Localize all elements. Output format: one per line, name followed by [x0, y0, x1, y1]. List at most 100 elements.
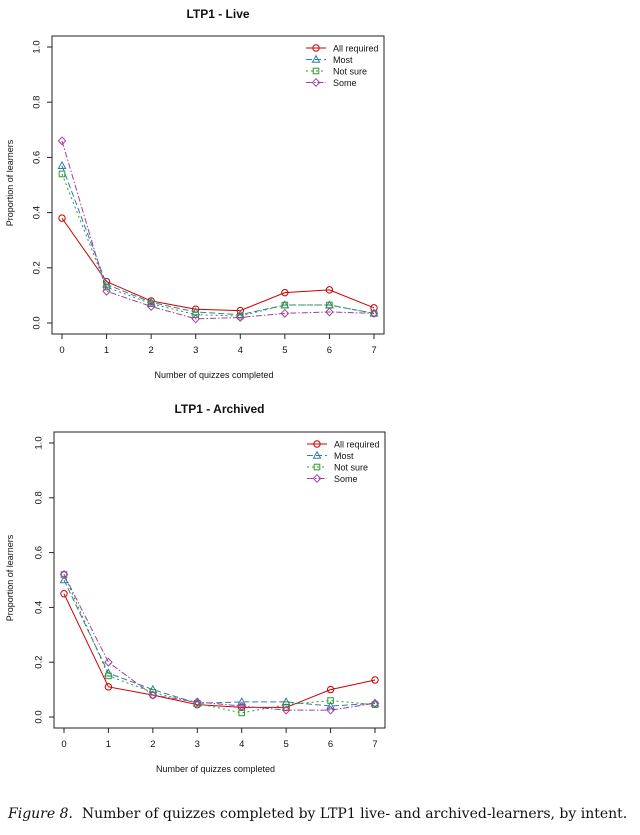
data-point — [325, 307, 334, 317]
data-point — [326, 705, 335, 715]
figure-caption: Figure 8. Number of quizzes completed by… — [8, 806, 628, 822]
caption-text: Number of quizzes completed by LTP1 live… — [81, 806, 628, 822]
legend-label: Some — [333, 78, 357, 88]
series-all-required — [58, 214, 378, 315]
x-tick-label: 1 — [106, 739, 111, 750]
y-axis-label: Proportion of learners — [5, 139, 15, 226]
x-tick-label: 6 — [328, 739, 333, 750]
y-tick-label: 0.0 — [34, 710, 45, 723]
data-point — [280, 308, 290, 318]
data-point — [148, 690, 158, 700]
data-point — [105, 672, 112, 680]
legend-label: All required — [333, 44, 379, 54]
data-point — [104, 683, 113, 691]
data-point — [370, 698, 380, 708]
data-point — [58, 214, 66, 222]
legend-marker — [311, 54, 321, 63]
series-not-sure — [58, 170, 378, 320]
series-line — [63, 593, 376, 708]
series-line — [63, 574, 376, 714]
data-point — [104, 657, 113, 667]
y-tick-label: 0.6 — [32, 151, 43, 164]
data-point — [60, 571, 68, 578]
x-tick-label: 6 — [327, 345, 332, 356]
x-tick-label: 0 — [61, 739, 66, 750]
data-point — [326, 701, 336, 710]
x-tick-label: 2 — [150, 739, 155, 750]
data-point — [57, 136, 67, 146]
x-tick-label: 1 — [104, 345, 109, 356]
y-tick-label: 0.6 — [34, 546, 45, 559]
y-tick-label: 0.2 — [32, 261, 43, 274]
legend-marker — [312, 44, 320, 52]
y-tick-label: 0.8 — [32, 96, 43, 109]
legend-marker — [313, 440, 321, 448]
data-point — [59, 569, 69, 580]
chart-0: LTP1 - Live 0 1 2 3 4 5 6 7 0.0 0.2 0.4 0.6 0.8 1.0 Num… — [5, 7, 385, 380]
x-tick-label: 5 — [283, 739, 288, 750]
data-point — [237, 701, 247, 711]
x-tick-label: 7 — [372, 739, 377, 750]
y-tick-label: 0.2 — [34, 656, 45, 669]
legend-label: Most — [334, 451, 354, 461]
y-tick-label: 0.8 — [34, 491, 45, 504]
x-tick-label: 7 — [371, 345, 376, 356]
series-line — [61, 173, 375, 317]
data-point — [191, 314, 201, 324]
series-line — [61, 140, 375, 320]
legend-label: Not sure — [333, 67, 367, 77]
data-point — [57, 160, 67, 169]
y-tick-label: 0.4 — [34, 601, 45, 614]
x-tick-label: 4 — [239, 739, 244, 750]
data-point — [281, 301, 289, 309]
series-line — [63, 579, 376, 707]
x-axis-label: Number of quizzes completed — [154, 370, 273, 380]
y-tick-label: 0.0 — [32, 316, 43, 329]
legend-marker — [312, 67, 320, 75]
figure: LTP1 - Live 0 1 2 3 4 5 6 7 0.0 0.2 0.4 0.6 0.8 1.0 Num… — [5, 7, 386, 774]
y-tick-label: 1.0 — [34, 436, 45, 449]
plot-frame — [51, 35, 385, 335]
legend-marker — [311, 77, 321, 88]
legend-label: All required — [334, 440, 380, 450]
x-tick-label: 2 — [148, 345, 153, 356]
legend-marker — [312, 473, 322, 484]
series-line — [61, 165, 375, 316]
data-point — [281, 288, 289, 297]
series-all-required — [60, 590, 379, 712]
data-point — [369, 308, 379, 318]
y-tick-label: 1.0 — [32, 40, 43, 53]
chart-1: LTP1 - Archived 0 1 2 3 4 5 6 7 0.0 0.2 0.4 0.6 0.8 1.… — [5, 402, 386, 774]
data-point — [60, 590, 68, 598]
data-point — [103, 283, 110, 291]
series-some — [57, 136, 379, 324]
series-most — [59, 575, 380, 710]
data-point — [192, 697, 202, 707]
x-tick-label: 4 — [238, 345, 243, 356]
data-point — [192, 311, 200, 319]
data-point — [235, 309, 245, 319]
data-point — [325, 286, 334, 294]
legend-label: Some — [334, 474, 358, 484]
caption-label: Figure 8 — [8, 806, 69, 822]
data-point — [281, 705, 291, 715]
data-point — [235, 312, 245, 323]
data-point — [237, 697, 247, 706]
legend-marker — [313, 463, 321, 471]
data-point — [327, 697, 334, 704]
data-point — [370, 698, 380, 707]
data-point — [282, 701, 290, 708]
x-tick-label: 5 — [282, 345, 287, 356]
data-point — [102, 286, 111, 296]
data-point — [326, 685, 335, 694]
data-point — [146, 301, 156, 311]
series-not-sure — [60, 571, 379, 717]
legend-marker — [312, 450, 322, 459]
data-point — [371, 676, 379, 684]
x-tick-label: 0 — [59, 345, 64, 356]
legend-label: Most — [333, 55, 353, 65]
x-tick-label: 3 — [195, 739, 200, 750]
chart-title: LTP1 - Live — [186, 7, 249, 21]
series-some — [59, 569, 380, 715]
